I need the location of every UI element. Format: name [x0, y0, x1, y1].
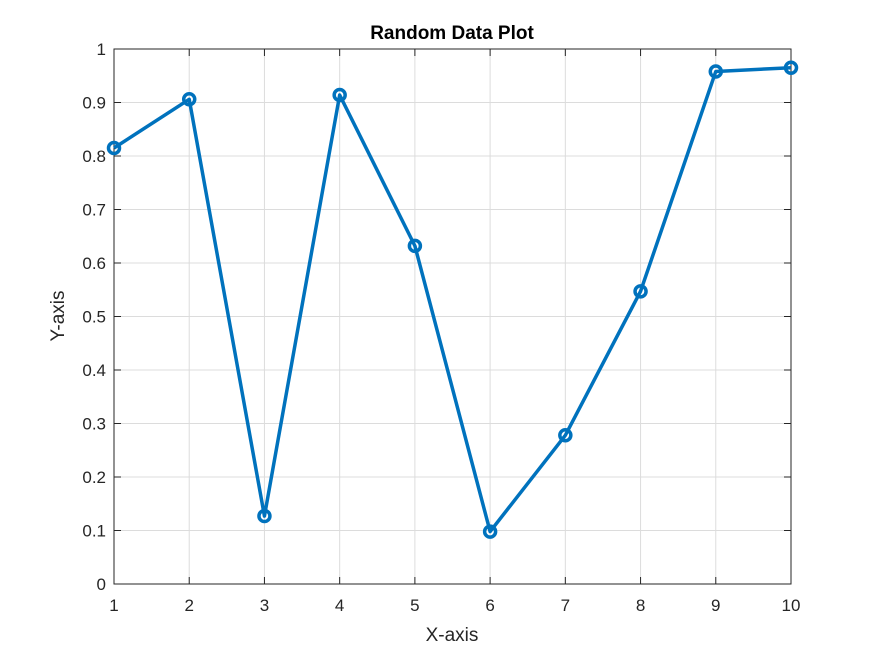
y-tick-label: 0.7	[82, 201, 106, 220]
y-tick-label: 0.1	[82, 522, 106, 541]
x-tick-label: 7	[561, 596, 570, 615]
data-point-marker	[633, 284, 648, 299]
y-tick-label: 1	[97, 40, 106, 59]
y-tick-label: 0.8	[82, 147, 106, 166]
y-axis-label: Y-axis	[48, 290, 69, 341]
data-point-marker	[332, 87, 347, 103]
data-point-marker	[482, 524, 498, 539]
data-point-marker	[708, 64, 724, 79]
x-tick-labels: 1 2 3 4 5 6 7 8 9 10	[109, 596, 800, 615]
y-tick-label: 0.3	[82, 415, 106, 434]
data-point-marker	[407, 238, 423, 254]
series-line	[113, 65, 792, 534]
data-point-marker	[181, 92, 197, 107]
y-tick-label: 0.9	[82, 94, 106, 113]
y-tick-label: 0.2	[82, 468, 106, 487]
x-tick-label: 9	[711, 596, 720, 615]
y-tick-label: 0.6	[82, 254, 106, 273]
x-tick-label: 2	[184, 596, 193, 615]
x-tick-label: 5	[410, 596, 419, 615]
x-tick-label: 10	[782, 596, 801, 615]
x-tick-label: 8	[636, 596, 645, 615]
y-tick-label: 0	[97, 575, 106, 594]
x-tick-label: 4	[335, 596, 344, 615]
y-tick-label: 0.5	[82, 308, 106, 327]
data-point-marker	[106, 140, 122, 156]
x-axis-label: X-axis	[426, 625, 479, 646]
y-tick-label: 0.4	[82, 361, 106, 380]
y-tick-labels: 0 0.1 0.2 0.3 0.4 0.5 0.6 0.7 0.8 0.9 1	[82, 40, 106, 594]
data-point-marker	[783, 60, 799, 75]
series	[106, 60, 799, 539]
x-tick-label: 6	[485, 596, 494, 615]
x-tick-label: 1	[109, 596, 118, 615]
tick-marks	[113, 48, 792, 585]
chart-title: Random Data Plot	[370, 23, 534, 44]
data-point-marker	[257, 508, 272, 524]
data-point-marker	[558, 428, 573, 443]
x-tick-label: 3	[260, 596, 269, 615]
